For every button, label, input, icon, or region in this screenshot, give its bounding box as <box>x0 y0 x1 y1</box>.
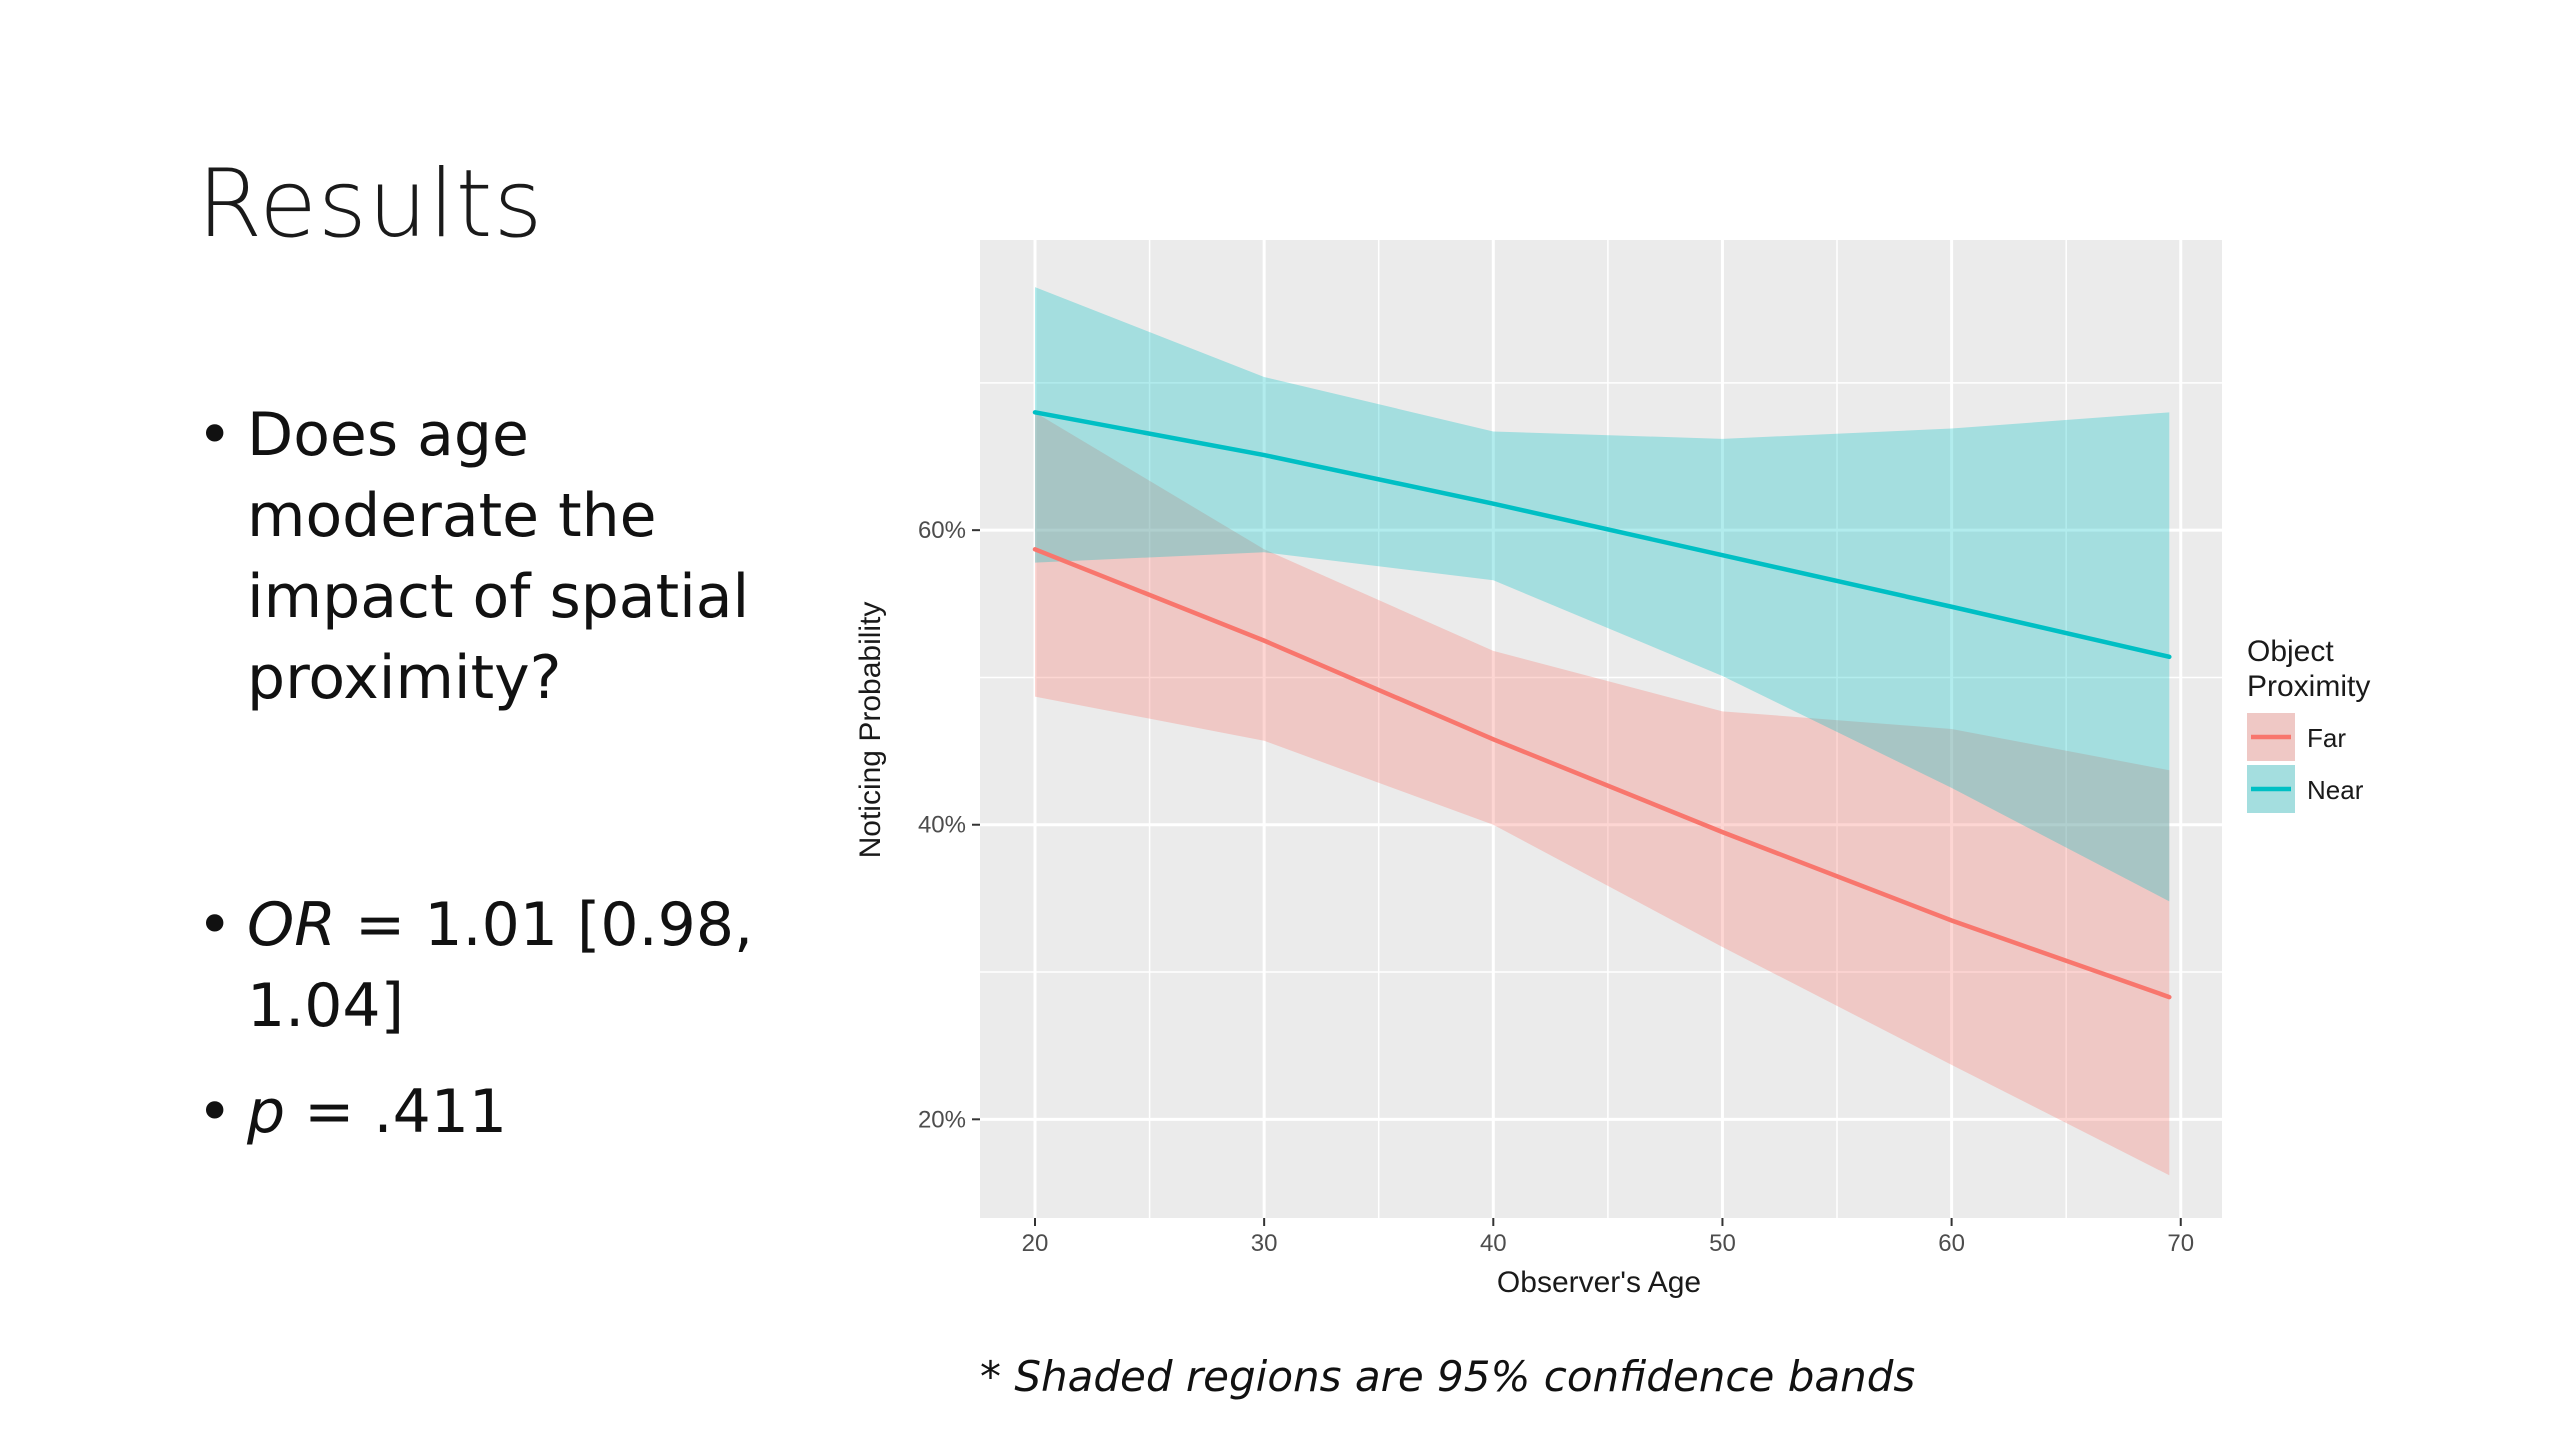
series-lines <box>1032 410 2172 1000</box>
legend-title-line2: Proximity <box>2247 670 2370 703</box>
y-tick-label: 40% <box>918 812 966 839</box>
p-label: p <box>247 1077 286 1147</box>
x-axis-label: Observer's Age <box>1497 1266 1701 1299</box>
slide-title: Results <box>197 150 544 259</box>
axes: 20 30 40 50 60 70 20% 40% 60% <box>918 517 2194 1257</box>
chart-container: 20 30 40 50 60 70 20% 40% 60% Observer's Age Not… <box>840 220 2560 1320</box>
line-near <box>1032 410 2172 660</box>
x-tick-label: 50 <box>1709 1230 1736 1257</box>
grid-major <box>980 240 2222 1218</box>
y-tick-label: 20% <box>918 1106 966 1133</box>
or-value: = 1.01 [0.98, 1.04] <box>247 890 754 1041</box>
band-far <box>1034 412 2170 1176</box>
legend-label-near: Near <box>2307 775 2364 805</box>
footnote: * Shaded regions are 95% confidence band… <box>980 1352 1916 1401</box>
plot-panel <box>980 240 2222 1218</box>
bullet-question: Does age moderate the impact of spatial … <box>197 395 807 719</box>
x-tick-label: 30 <box>1251 1230 1278 1257</box>
confidence-bands <box>1034 287 2170 1176</box>
band-near <box>1034 287 2170 902</box>
grid-minor <box>980 240 2222 1218</box>
bullet-list: Does age moderate the impact of spatial … <box>197 395 807 1153</box>
x-tick-label: 40 <box>1480 1230 1507 1257</box>
bullet-odds-ratio: OR = 1.01 [0.98, 1.04] <box>197 885 807 1047</box>
or-label: OR <box>247 890 336 960</box>
bullet-p-value: p = .411 <box>197 1072 807 1153</box>
x-tick-label: 60 <box>1938 1230 1965 1257</box>
y-axis-label: Noticing Probability <box>854 602 887 859</box>
p-value: = .411 <box>285 1077 508 1147</box>
legend: Object Proximity Far Near <box>2247 635 2370 813</box>
line-far <box>1032 547 2172 1000</box>
legend-title-line1: Object <box>2247 635 2334 668</box>
y-tick-label: 60% <box>918 517 966 544</box>
chart: 20 30 40 50 60 70 20% 40% 60% Observer's Age Not… <box>854 240 2370 1299</box>
legend-label-far: Far <box>2307 723 2346 753</box>
x-tick-label: 70 <box>2167 1230 2194 1257</box>
x-tick-label: 20 <box>1022 1230 1049 1257</box>
